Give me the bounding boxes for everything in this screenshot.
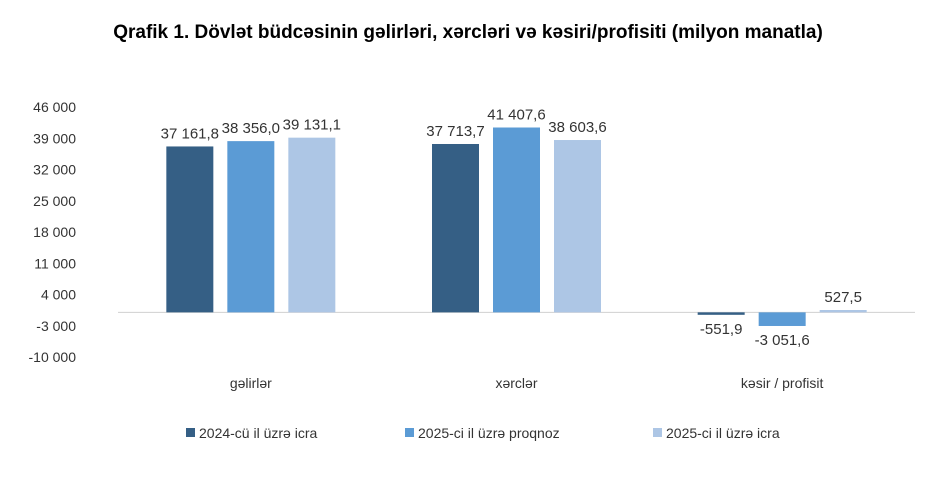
bar (697, 312, 745, 315)
bar (166, 146, 214, 313)
y-tick-label: -10 000 (29, 349, 77, 365)
y-tick-label: 11 000 (34, 255, 76, 271)
y-tick-label: 4 000 (41, 287, 76, 303)
data-label: 39 131,1 (283, 117, 341, 134)
data-label: 41 407,6 (487, 107, 545, 124)
chart-title: Qrafik 1. Dövlət büdcəsinin gəlirləri, x… (113, 22, 823, 43)
bar (432, 143, 479, 313)
data-label: -551,9 (700, 321, 743, 338)
y-tick-label: 46 000 (33, 99, 76, 115)
y-axis: 46 000 39 000 32 000 25 000 18 000 11 000 4 00… (29, 99, 77, 365)
category-label: kəsir / profisit (741, 375, 824, 391)
y-tick-label: 18 000 (33, 224, 76, 240)
category-label: gəlirlər (230, 375, 272, 391)
y-tick-label: 32 000 (33, 162, 76, 178)
legend-label: 2025-ci il üzrə icra (666, 425, 780, 441)
data-label: 38 603,6 (548, 119, 606, 136)
bar (554, 140, 601, 313)
legend-label: 2025-ci il üzrə proqnoz (418, 425, 560, 441)
data-label: 37 161,8 (161, 125, 219, 142)
y-tick-label: -3 000 (36, 318, 76, 334)
data-label: -3 051,6 (755, 332, 810, 349)
y-tick-label: 25 000 (33, 193, 76, 209)
category-label: xərclər (495, 375, 537, 391)
bar (819, 310, 867, 313)
legend-swatch (186, 428, 195, 437)
data-label: 527,5 (824, 289, 862, 306)
legend-swatch (405, 428, 414, 437)
bar (227, 141, 275, 313)
category-labels: gəlirlər xərclər kəsir / profisit (230, 375, 824, 391)
legend: 2024-cü il üzrə icra 2025-ci il üzrə proq… (186, 425, 780, 441)
bar (493, 127, 540, 313)
legend-swatch (653, 428, 662, 437)
bar (288, 137, 336, 313)
legend-label: 2024-cü il üzrə icra (199, 425, 317, 441)
bars (166, 127, 867, 326)
data-label: 38 356,0 (222, 120, 280, 137)
bar (758, 312, 806, 326)
y-tick-label: 39 000 (33, 130, 76, 146)
data-labels: 37 161,8 38 356,0 39 131,1 37 713,741 407,6… (161, 107, 862, 349)
data-label: 37 713,7 (426, 123, 484, 140)
